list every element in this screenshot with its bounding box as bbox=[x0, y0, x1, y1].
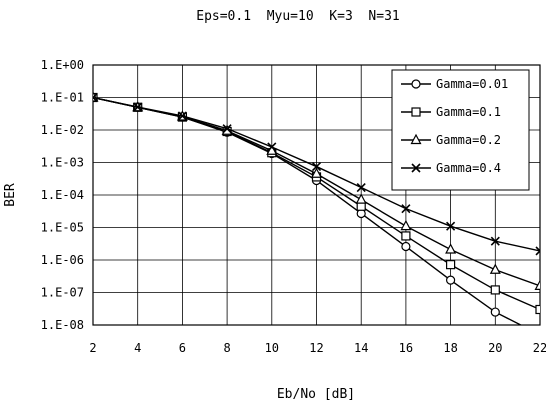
data-point bbox=[177, 111, 187, 121]
legend-label: Gamma=0.2 bbox=[436, 133, 501, 147]
x-tick-label: 18 bbox=[443, 341, 457, 355]
data-point bbox=[490, 285, 500, 295]
y-tick-label: 1.E-04 bbox=[41, 188, 84, 202]
x-tick-label: 2 bbox=[89, 341, 96, 355]
legend-label: Gamma=0.1 bbox=[436, 105, 501, 119]
data-point bbox=[400, 219, 412, 231]
x-tick-label: 8 bbox=[223, 341, 230, 355]
y-tick-label: 1.E-02 bbox=[41, 123, 84, 137]
data-point bbox=[93, 92, 98, 103]
data-point bbox=[356, 182, 366, 193]
y-tick-label: 1.E-06 bbox=[41, 253, 84, 267]
x-tick-label: 14 bbox=[354, 341, 368, 355]
y-tick-label: 1.E-05 bbox=[41, 221, 84, 235]
data-point bbox=[401, 231, 411, 241]
x-tick-label: 20 bbox=[488, 341, 502, 355]
x-tick-label: 22 bbox=[533, 341, 546, 355]
data-point bbox=[490, 307, 500, 317]
x-tick-label: 6 bbox=[179, 341, 186, 355]
series-lines bbox=[93, 91, 540, 325]
y-axis-label: BER bbox=[3, 183, 18, 207]
y-tick-label: 1.E-07 bbox=[41, 286, 84, 300]
data-point bbox=[446, 260, 456, 270]
legend-label: Gamma=0.01 bbox=[436, 77, 508, 91]
data-point bbox=[311, 167, 322, 178]
legend-marker bbox=[411, 107, 421, 117]
data-point bbox=[222, 124, 232, 134]
y-tick-label: 1.E-03 bbox=[41, 156, 84, 170]
data-point bbox=[445, 243, 457, 254]
x-tick-label: 12 bbox=[309, 341, 323, 355]
data-point bbox=[311, 161, 322, 172]
data-point bbox=[446, 275, 456, 285]
legend-marker bbox=[411, 79, 421, 89]
legend-label: Gamma=0.4 bbox=[436, 161, 501, 175]
series-3 bbox=[93, 92, 540, 256]
y-tick-label: 1.E-08 bbox=[41, 318, 84, 332]
x-tick-label: 4 bbox=[134, 341, 141, 355]
data-point bbox=[133, 102, 143, 112]
data-point bbox=[267, 142, 277, 152]
x-tick-label: 16 bbox=[399, 341, 413, 355]
legend-marker bbox=[410, 133, 422, 145]
data-point bbox=[446, 221, 456, 231]
data-point bbox=[401, 241, 411, 252]
chart-title: Eps=0.1 Myu=10 K=3 N=31 bbox=[196, 9, 400, 24]
legend-marker bbox=[411, 163, 421, 173]
legend: Gamma=0.01 Gamma=0.1 Gamma=0.2 Gamma=0.4 bbox=[391, 69, 530, 191]
y-tick-labels: 1.E+00 1.E-01 1.E-02 1.E-03 1.E-04 1.E-05 1.E-… bbox=[41, 58, 84, 332]
data-point bbox=[490, 236, 500, 246]
data-point bbox=[535, 304, 540, 315]
data-point bbox=[535, 246, 540, 256]
data-point bbox=[534, 279, 540, 290]
x-tick-label: 10 bbox=[265, 341, 279, 355]
y-tick-label: 1.E+00 bbox=[41, 58, 84, 72]
data-point bbox=[401, 204, 411, 214]
data-point bbox=[355, 193, 367, 204]
x-axis-label: Eb/No [dB] bbox=[277, 387, 355, 402]
y-tick-label: 1.E-01 bbox=[41, 91, 84, 105]
data-point bbox=[489, 263, 501, 274]
x-tick-labels: 2 4 6 8 10 12 14 16 18 20 22 bbox=[89, 341, 546, 355]
